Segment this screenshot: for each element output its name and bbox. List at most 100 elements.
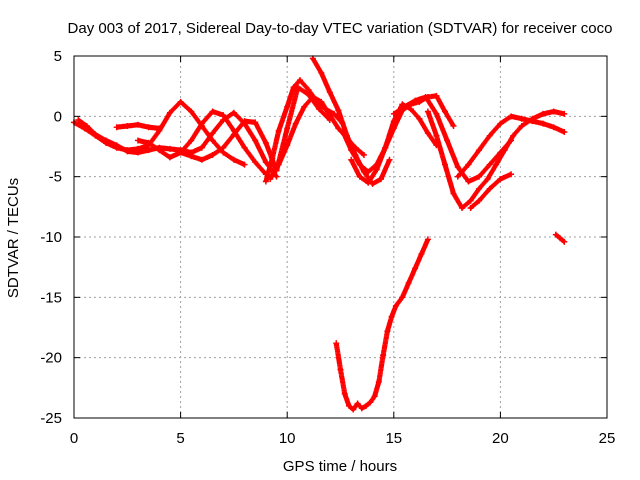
- data-point: [497, 120, 504, 127]
- data-point: [75, 116, 82, 123]
- data-point: [198, 156, 205, 163]
- data-point: [326, 89, 333, 96]
- y-tick-label: 0: [54, 108, 62, 125]
- data-point: [284, 125, 291, 132]
- data-point: [465, 161, 472, 168]
- data-point: [348, 147, 355, 154]
- data-point: [156, 125, 163, 132]
- data-point: [486, 185, 493, 192]
- data-point: [220, 144, 227, 151]
- data-point: [518, 122, 525, 129]
- y-tick-label: -10: [40, 229, 62, 246]
- y-tick-label: -20: [40, 350, 62, 367]
- chart-title: Day 003 of 2017, Sidereal Day-to-day VTE…: [68, 20, 613, 37]
- data-point: [476, 197, 483, 204]
- data-point: [476, 185, 483, 192]
- data-point: [124, 122, 131, 129]
- data-point: [292, 120, 299, 127]
- data-point: [113, 142, 120, 149]
- data-point: [416, 115, 423, 122]
- data-point: [113, 124, 120, 131]
- data-point: [367, 399, 374, 406]
- data-point: [230, 156, 237, 163]
- marks-layer: [71, 55, 568, 413]
- y-tick-label: -5: [49, 169, 62, 186]
- data-point: [262, 139, 269, 146]
- data-point: [198, 120, 205, 127]
- data-point: [241, 144, 248, 151]
- data-point: [134, 149, 141, 156]
- data-point: [360, 151, 367, 158]
- data-point: [476, 147, 483, 154]
- data-point: [424, 108, 431, 115]
- data-point: [363, 402, 370, 409]
- data-point: [441, 161, 448, 168]
- data-point: [424, 130, 431, 137]
- data-point: [301, 103, 308, 110]
- data-point: [267, 176, 274, 183]
- data-point: [262, 159, 269, 166]
- series-satellite-track-3: [134, 108, 269, 178]
- data-point: [230, 109, 237, 116]
- series-satellite-track-10: [348, 101, 440, 186]
- data-point: [386, 156, 393, 163]
- data-point: [124, 148, 131, 155]
- data-point: [378, 176, 385, 183]
- data-point: [486, 161, 493, 168]
- series-satellite-track-16: [552, 231, 568, 245]
- data-point: [305, 86, 312, 93]
- data-point: [476, 173, 483, 180]
- y-tick-label: -25: [40, 410, 62, 427]
- data-point: [177, 149, 184, 156]
- data-point: [252, 119, 259, 126]
- data-point: [177, 98, 184, 105]
- x-tick-label: 25: [599, 430, 616, 447]
- data-point: [369, 180, 376, 187]
- data-point: [145, 139, 152, 146]
- y-axis-label: SDTVAR / TECUs: [5, 178, 22, 298]
- data-point: [318, 69, 325, 76]
- data-point: [384, 328, 391, 335]
- data-point: [230, 131, 237, 138]
- data-point: [145, 124, 152, 131]
- data-point: [371, 393, 378, 400]
- data-point: [188, 153, 195, 160]
- data-point: [309, 94, 316, 101]
- x-tick-label: 10: [279, 430, 296, 447]
- data-point: [444, 137, 451, 144]
- x-tick-label: 15: [385, 430, 402, 447]
- data-point: [518, 115, 525, 122]
- data-point: [550, 124, 557, 131]
- data-point: [134, 137, 141, 144]
- data-point: [326, 112, 333, 119]
- data-point: [365, 179, 372, 186]
- data-point: [467, 197, 474, 204]
- data-point: [198, 144, 205, 151]
- data-point: [290, 84, 297, 91]
- data-point: [333, 340, 340, 347]
- data-point: [540, 110, 547, 117]
- data-point: [209, 130, 216, 137]
- data-point: [390, 110, 397, 117]
- data-point: [356, 173, 363, 180]
- data-point: [346, 402, 353, 409]
- data-point: [418, 250, 425, 257]
- data-point: [209, 137, 216, 144]
- data-point: [318, 98, 325, 105]
- data-point: [356, 161, 363, 168]
- data-point: [220, 112, 227, 119]
- series-satellite-track-15: [333, 236, 431, 413]
- data-point: [284, 142, 291, 149]
- data-point: [497, 176, 504, 183]
- data-point: [484, 176, 491, 183]
- data-point: [459, 205, 466, 212]
- series-satellite-track-14: [467, 171, 515, 212]
- data-point: [331, 110, 338, 117]
- x-tick-label: 20: [492, 430, 509, 447]
- x-tick-label: 5: [176, 430, 184, 447]
- series-satellite-track-13: [454, 113, 568, 180]
- series-satellite-track-5: [113, 121, 163, 132]
